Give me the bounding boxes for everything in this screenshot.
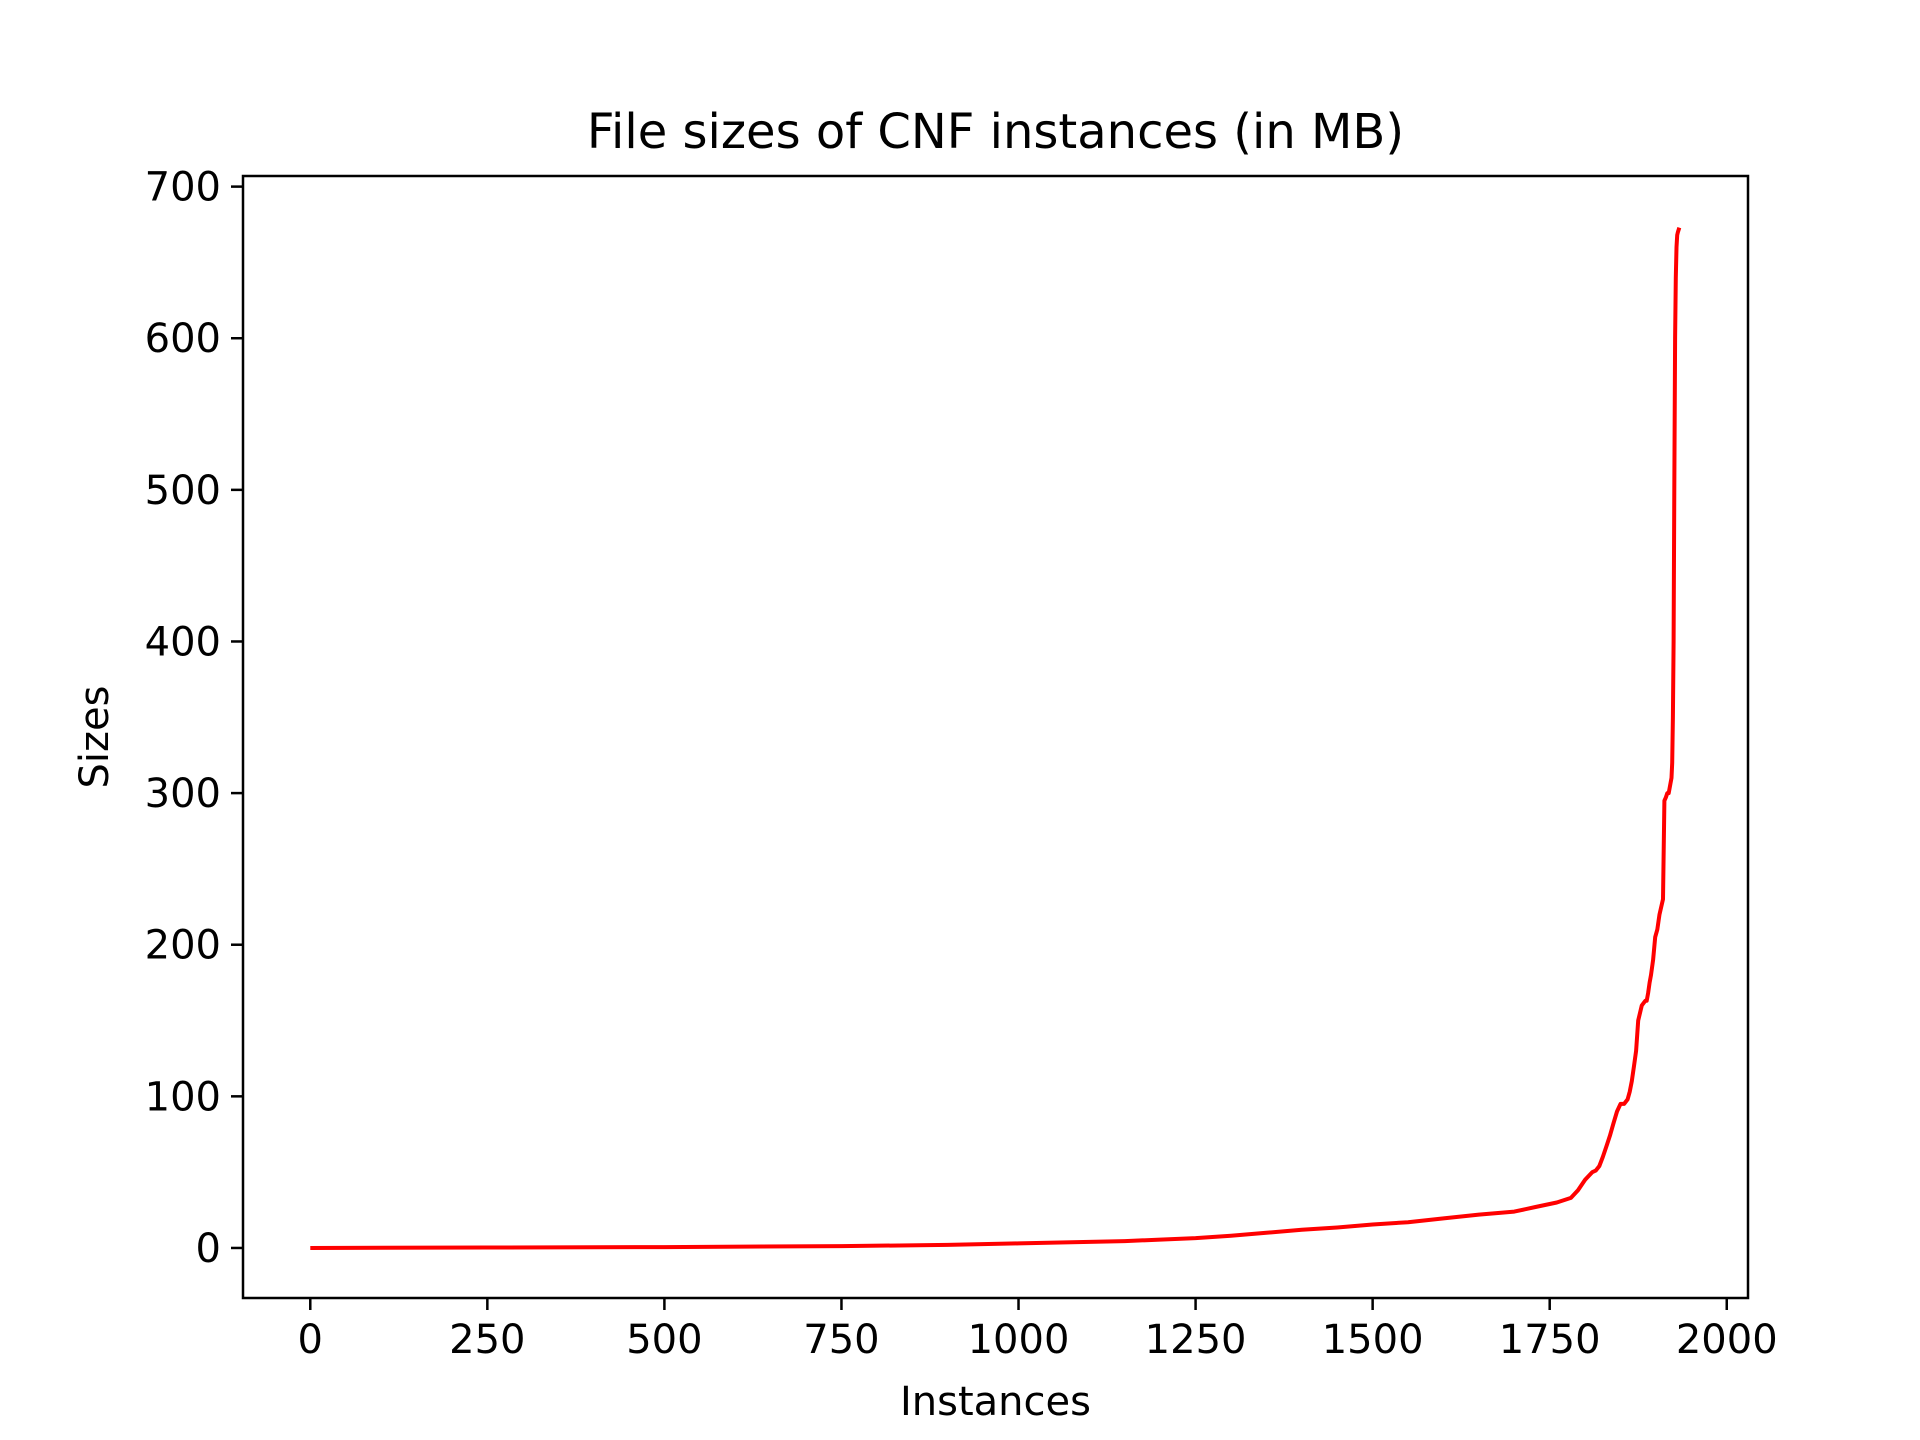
plot-area [310, 227, 1682, 1250]
x-axis-ticks: 0 250 500 750 1000 1250 1500 1750 2000 [298, 1298, 1778, 1363]
x-tick-label: 250 [449, 1317, 525, 1363]
y-tick-label: 600 [145, 316, 221, 362]
y-axis-label: Sizes [72, 686, 118, 789]
x-tick-label: 1500 [1322, 1317, 1424, 1363]
y-tick-label: 0 [196, 1226, 221, 1272]
x-tick-label: 1750 [1499, 1317, 1601, 1363]
y-tick-label: 100 [145, 1074, 221, 1120]
x-tick-label: 1250 [1145, 1317, 1247, 1363]
series-line [310, 227, 1682, 1250]
y-tick-label: 300 [145, 771, 221, 817]
y-axis-ticks: 0 100 200 300 400 500 600 700 [145, 165, 243, 1272]
y-tick-label: 200 [145, 923, 221, 969]
x-tick-label: 750 [803, 1317, 879, 1363]
chart-title: File sizes of CNF instances (in MB) [587, 104, 1404, 160]
y-tick-label: 500 [145, 468, 221, 514]
x-tick-label: 1000 [968, 1317, 1070, 1363]
x-axis-label: Instances [900, 1379, 1091, 1425]
x-tick-label: 0 [298, 1317, 323, 1363]
y-tick-label: 700 [145, 165, 221, 211]
axes-frame [241, 174, 1750, 1300]
y-tick-label: 400 [145, 619, 221, 665]
x-tick-label: 500 [626, 1317, 702, 1363]
x-tick-label: 2000 [1676, 1317, 1778, 1363]
